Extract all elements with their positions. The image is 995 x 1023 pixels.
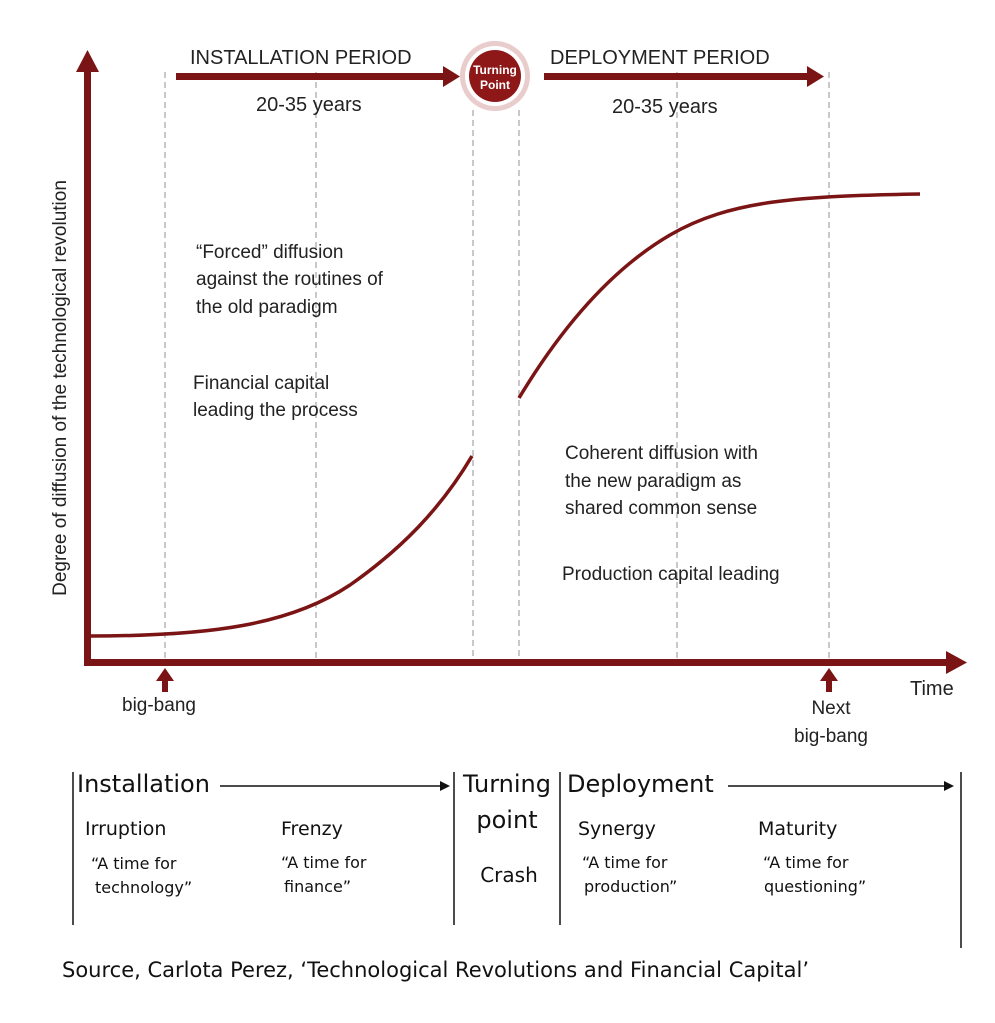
frenzy-quote-line1: “A time for xyxy=(281,853,367,872)
irruption-quote-line1: “A time for xyxy=(91,854,177,873)
forced-diffusion-line3: the old paradigm xyxy=(196,297,338,318)
big-bang-arrow-shaft xyxy=(162,678,168,692)
big-bang-label: big-bang xyxy=(122,695,196,716)
deployment-arrow-head xyxy=(807,66,824,87)
irruption-name: Irruption xyxy=(85,818,166,840)
synergy-quote-line1: “A time for xyxy=(582,853,668,872)
financial-capital-note: Financial capital leading the process xyxy=(193,373,358,421)
turning-point-circle xyxy=(469,50,521,102)
next-big-bang-label-line1: Next xyxy=(811,698,851,719)
installation-years: 20-35 years xyxy=(256,94,362,116)
synergy-name: Synergy xyxy=(578,818,656,840)
financial-capital-line2: leading the process xyxy=(193,400,358,421)
coherent-diffusion-line2: the new paradigm as xyxy=(565,471,741,492)
phase-table: Installation Turning point Deployment Ir… xyxy=(72,770,962,948)
deployment-years: 20-35 years xyxy=(612,96,718,118)
frenzy-quote-line2: finance” xyxy=(284,877,351,896)
deployment-phase-arrow xyxy=(728,781,954,791)
coherent-diffusion-line1: Coherent diffusion with xyxy=(565,443,758,464)
turning-point-phase-title-line2: point xyxy=(476,806,537,834)
deployment-period-label: DEPLOYMENT PERIOD xyxy=(550,47,770,69)
deployment-arrow-shaft xyxy=(544,73,810,80)
turning-point-phase-title-line1: Turning xyxy=(462,770,551,798)
installation-phase-arrow xyxy=(220,781,450,791)
turning-point-badge-line1: Turning xyxy=(473,63,517,77)
turning-point-badge: Turning Point xyxy=(460,41,530,111)
crash-label: Crash xyxy=(480,863,538,887)
forced-diffusion-note: “Forced” diffusion against the routines … xyxy=(196,242,384,318)
guide-lines xyxy=(164,72,830,662)
synergy-quote-line2: production” xyxy=(584,877,677,896)
turning-point-badge-line2: Point xyxy=(480,78,510,92)
diffusion-curve-deployment xyxy=(517,192,921,399)
source-caption: Source, Carlota Perez, ‘Technological Re… xyxy=(62,958,809,982)
phase-dividers xyxy=(72,772,962,948)
maturity-quote-line1: “A time for xyxy=(763,853,849,872)
period-arrows xyxy=(176,66,824,87)
forced-diffusion-line1: “Forced” diffusion xyxy=(196,242,344,263)
deployment-phase-title: Deployment xyxy=(567,770,714,798)
production-capital-note: Production capital leading xyxy=(562,564,780,585)
financial-capital-line1: Financial capital xyxy=(193,373,329,394)
irruption-quote-line2: technology” xyxy=(95,878,192,897)
next-big-bang-arrow-shaft xyxy=(826,678,832,692)
installation-arrow-shaft xyxy=(176,73,446,80)
installation-arrow-head xyxy=(443,66,460,87)
forced-diffusion-line2: against the routines of xyxy=(196,269,384,290)
x-axis-arrow xyxy=(946,651,967,674)
installation-phase-title: Installation xyxy=(77,770,210,798)
y-axis-arrow xyxy=(76,50,99,72)
installation-period-label: INSTALLATION PERIOD xyxy=(190,47,412,69)
diffusion-curve-installation xyxy=(90,455,474,638)
next-big-bang-label-line2: big-bang xyxy=(794,726,868,747)
coherent-diffusion-line3: shared common sense xyxy=(565,498,757,519)
coherent-diffusion-note: Coherent diffusion with the new paradigm… xyxy=(565,443,758,519)
y-axis-label: Degree of diffusion of the technological… xyxy=(50,180,71,596)
x-axis-label: Time xyxy=(910,678,954,700)
x-axis xyxy=(84,659,950,666)
y-axis xyxy=(84,70,91,666)
big-bang-arrow-head xyxy=(156,668,174,681)
next-big-bang-arrow-head xyxy=(820,668,838,681)
axes xyxy=(76,50,967,692)
frenzy-name: Frenzy xyxy=(281,818,343,840)
maturity-name: Maturity xyxy=(758,818,837,840)
maturity-quote-line2: questioning” xyxy=(764,877,866,896)
